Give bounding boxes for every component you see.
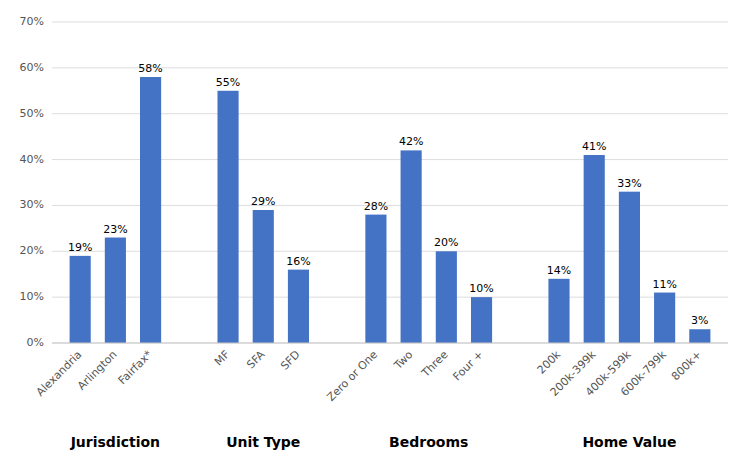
- group-label: Unit Type: [226, 434, 300, 450]
- chart: 0% 10% 20% 30% 40% 50% 60% 70% 19% 23% 58% 55% 29% 16…: [0, 0, 750, 465]
- y-tick-label: 30%: [20, 198, 44, 211]
- bar: [471, 297, 492, 343]
- group-label: Jurisdiction: [70, 434, 160, 450]
- x-tick-label: Arlington: [75, 348, 120, 393]
- bar: [548, 279, 569, 343]
- data-label: 3%: [691, 314, 708, 327]
- x-tick-label: MF: [212, 348, 232, 368]
- bar: [253, 210, 274, 343]
- data-label: 29%: [251, 195, 275, 208]
- data-labels: 19% 23% 58% 55% 29% 16% 28% 42% 20% 10% 14% 41% 33% 1…: [68, 62, 709, 327]
- data-label: 11%: [652, 278, 676, 291]
- group-label: Home Value: [582, 434, 676, 450]
- bar: [140, 77, 161, 343]
- x-tick-label: Alexandria: [34, 348, 85, 399]
- y-axis: 0% 10% 20% 30% 40% 50% 60% 70%: [20, 15, 44, 349]
- group-label: Bedrooms: [389, 434, 468, 450]
- y-tick-label: 60%: [20, 61, 44, 74]
- bars: [70, 77, 711, 343]
- x-tick-label: SFA: [244, 348, 268, 372]
- y-tick-label: 70%: [20, 15, 44, 28]
- x-tick-label: Four +: [451, 348, 486, 383]
- data-label: 28%: [364, 200, 388, 213]
- bar: [70, 256, 91, 343]
- x-tick-label: Zero or One: [324, 348, 380, 404]
- data-label: 33%: [617, 177, 641, 190]
- data-label: 58%: [138, 62, 162, 75]
- data-label: 55%: [216, 76, 240, 89]
- grid-line: [52, 22, 728, 23]
- bar: [365, 215, 386, 343]
- data-label: 41%: [582, 140, 606, 153]
- y-tick-label: 0%: [27, 336, 44, 349]
- bar: [105, 238, 126, 343]
- data-label: 19%: [68, 241, 92, 254]
- bar: [584, 155, 605, 343]
- x-tick-label: SFD: [278, 348, 303, 373]
- grid: [52, 22, 728, 343]
- x-axis: AlexandriaArlingtonFairfax* MF SFA SFD Zero …: [34, 348, 704, 404]
- bar: [401, 150, 422, 343]
- bar: [654, 293, 675, 343]
- data-label: 42%: [399, 135, 423, 148]
- x-tick-label: 600k-799k: [618, 348, 669, 399]
- x-tick-label: 800k+: [669, 348, 704, 383]
- bar: [689, 329, 710, 343]
- group-labels: Jurisdiction Unit Type Bedrooms Home Value: [70, 434, 677, 450]
- y-tick-label: 20%: [20, 244, 44, 257]
- data-label: 14%: [547, 264, 571, 277]
- y-tick-label: 40%: [20, 153, 44, 166]
- x-tick-label: Three: [418, 348, 450, 380]
- x-tick-label: Two: [391, 348, 416, 373]
- grid-line: [52, 343, 728, 344]
- x-tick-label: Fairfax*: [116, 348, 155, 387]
- data-label: 23%: [103, 223, 127, 236]
- bar: [436, 251, 457, 343]
- x-axis-line: [52, 343, 728, 344]
- y-tick-label: 50%: [20, 107, 44, 120]
- bar: [217, 91, 238, 343]
- data-label: 16%: [286, 255, 310, 268]
- y-tick-label: 10%: [20, 290, 44, 303]
- bar: [288, 270, 309, 343]
- bar: [619, 192, 640, 343]
- data-label: 10%: [469, 282, 493, 295]
- data-label: 20%: [434, 236, 458, 249]
- x-tick-label: 200k: [535, 348, 564, 377]
